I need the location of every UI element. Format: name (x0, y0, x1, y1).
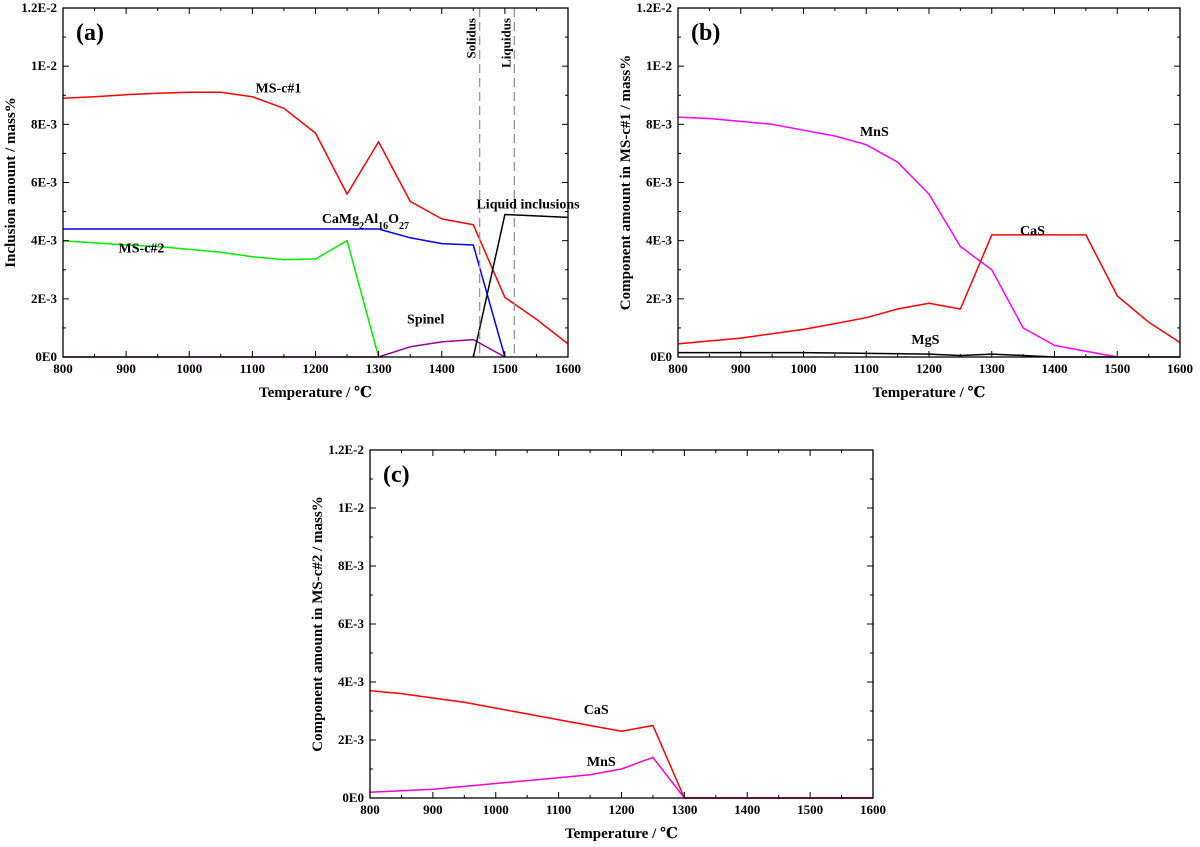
y-tick-label: 8E-3 (646, 116, 673, 131)
plot-frame (62, 7, 569, 358)
y-tick-label: 1E-2 (338, 500, 364, 515)
x-tick-label: 1000 (791, 361, 817, 376)
series-label: CaMg2Al16O27 (322, 212, 409, 232)
panel-label: (c) (383, 462, 410, 488)
marker-label: Solidus (464, 18, 479, 58)
y-axis-title: Component amount in MS-c#2 / mass% (310, 496, 326, 751)
series-line (472, 213, 569, 358)
series-label: MnS (860, 125, 889, 140)
plot-frame (677, 7, 1181, 358)
x-tick-label: 1600 (1167, 361, 1193, 376)
x-tick-label: 800 (360, 802, 380, 817)
x-tick-label: 1100 (854, 361, 879, 376)
y-tick-label: 0E0 (35, 349, 57, 364)
y-tick-label: 1.2E-2 (21, 0, 57, 15)
y-tick-label: 2E-3 (31, 291, 58, 306)
chart-panel: 800 900 1000 1100 1200 1300 1400 1500 1600 0E0 2E-… (310, 442, 886, 842)
series-line (677, 234, 1181, 345)
x-tick-label: 1400 (429, 361, 455, 376)
x-tick-label: 1400 (734, 802, 760, 817)
x-tick-label: 800 (53, 361, 73, 376)
y-tick-label: 1.2E-2 (636, 0, 672, 15)
x-axis-title: Temperature / ℃ (873, 385, 986, 401)
x-tick-label: 1500 (1104, 361, 1130, 376)
y-tick-label: 8E-3 (338, 558, 365, 573)
y-tick-label: 1.2E-2 (328, 442, 364, 457)
y-tick-label: 6E-3 (646, 175, 673, 190)
chart-panel: Solidus Liquidus 800 900 1000 1100 1200 1300 140… (3, 0, 581, 401)
x-tick-label: 1000 (176, 361, 202, 376)
x-tick-label: 1600 (860, 802, 886, 817)
x-tick-label: 1100 (546, 802, 571, 817)
y-tick-label: 6E-3 (338, 616, 365, 631)
x-tick-label: 1000 (483, 802, 509, 817)
x-tick-label: 1300 (366, 361, 392, 376)
y-tick-label: 0E0 (342, 790, 364, 805)
x-tick-label: 1600 (555, 361, 581, 376)
y-tick-label: 0E0 (650, 349, 672, 364)
x-tick-label: 900 (116, 361, 136, 376)
series-label: CaS (1020, 224, 1045, 239)
x-tick-label: 1400 (1042, 361, 1068, 376)
x-tick-label: 1300 (979, 361, 1005, 376)
series-label: MnS (587, 755, 616, 770)
y-tick-label: 8E-3 (31, 116, 58, 131)
series-label: CaS (584, 703, 609, 718)
marker-label: Liquidus (498, 18, 513, 68)
y-tick-label: 1E-2 (646, 58, 672, 73)
series-label: MS-c#2 (119, 241, 165, 256)
x-tick-label: 900 (731, 361, 751, 376)
x-tick-label: 1500 (797, 802, 823, 817)
series-line (369, 756, 873, 799)
y-tick-label: 1E-2 (31, 58, 57, 73)
x-axis-title: Temperature / ℃ (259, 385, 372, 401)
x-tick-label: 800 (668, 361, 688, 376)
plot-frame (369, 449, 874, 799)
x-tick-label: 1200 (916, 361, 942, 376)
y-tick-label: 6E-3 (31, 175, 58, 190)
x-tick-label: 1300 (671, 802, 697, 817)
series-line (677, 116, 1118, 358)
y-axis-title: Inclusion amount / mass% (3, 97, 19, 267)
y-tick-label: 4E-3 (31, 233, 58, 248)
series-label: MgS (911, 333, 939, 348)
x-tick-label: 1200 (303, 361, 329, 376)
y-axis-title: Component amount in MS-c#1 / mass% (618, 55, 634, 310)
panel-label: (b) (691, 20, 720, 46)
y-tick-label: 2E-3 (338, 732, 365, 747)
x-tick-label: 900 (423, 802, 443, 817)
series-line (369, 689, 873, 799)
series-label: Spinel (407, 313, 444, 328)
x-axis-title: Temperature / ℃ (565, 826, 678, 842)
x-tick-label: 1200 (609, 802, 635, 817)
y-tick-label: 2E-3 (646, 291, 673, 306)
series-line (63, 228, 506, 358)
y-tick-label: 4E-3 (338, 674, 365, 689)
panel-label: (a) (76, 20, 104, 46)
chart-panel: 800 900 1000 1100 1200 1300 1400 1500 1600 0E0 2E-… (618, 0, 1193, 401)
series-label: Liquid inclusions (476, 198, 580, 213)
series-label: MS-c#1 (256, 81, 302, 96)
x-tick-label: 1500 (492, 361, 518, 376)
series-line (62, 239, 380, 358)
x-tick-label: 1100 (240, 361, 265, 376)
y-tick-label: 4E-3 (646, 233, 673, 248)
series-line (62, 91, 569, 345)
